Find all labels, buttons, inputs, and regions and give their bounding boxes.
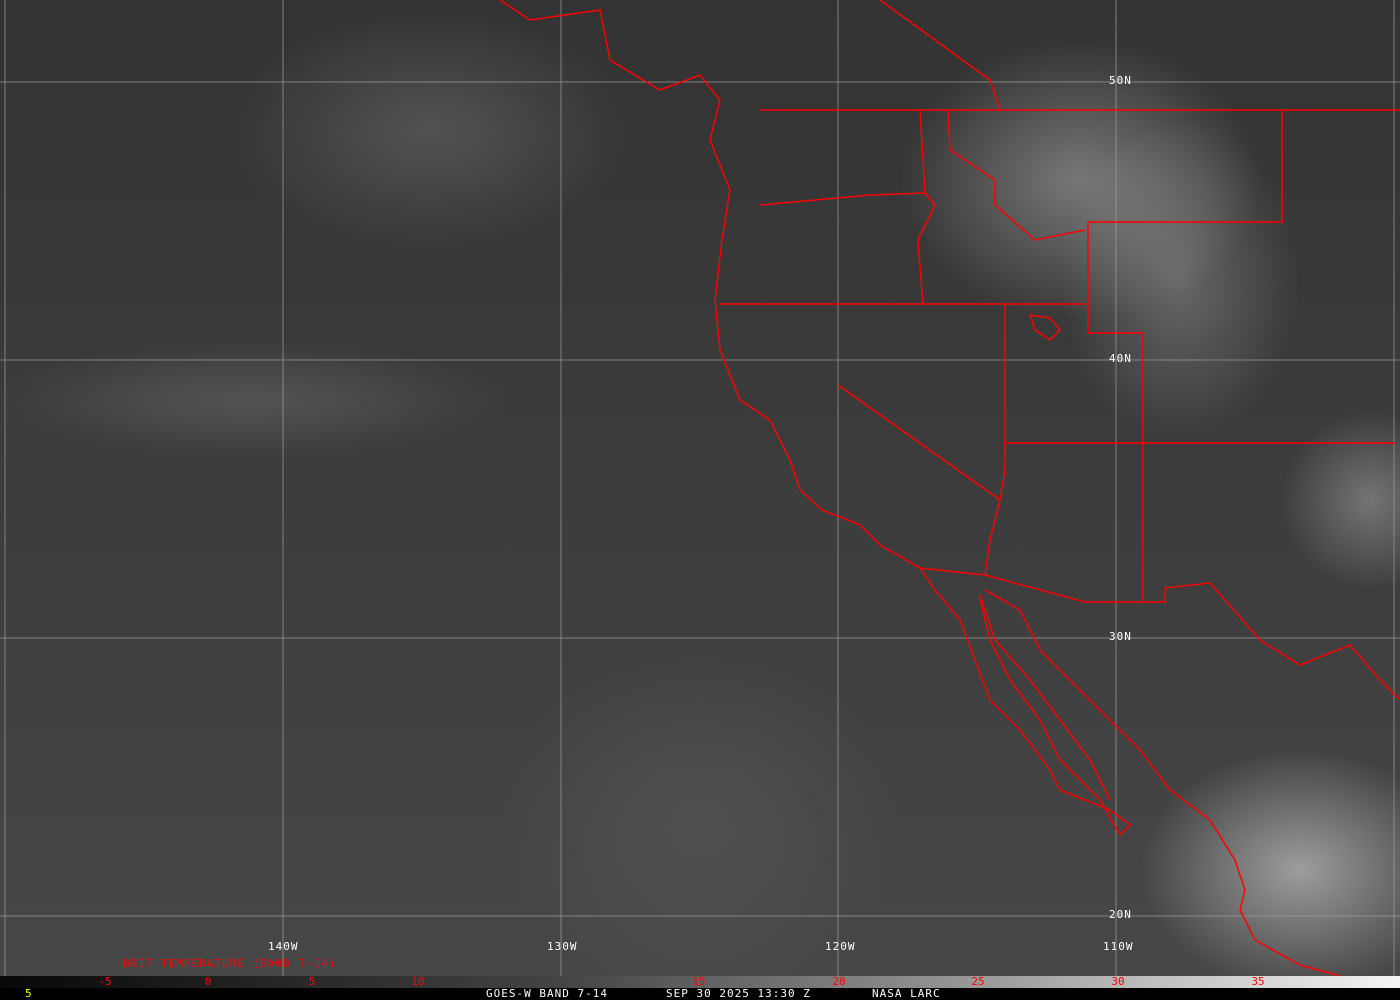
lat-label-20n: 20N [1109,908,1132,921]
scale-tick: 0 [204,975,212,988]
lon-label-120w: 120W [825,940,856,953]
scale-tick: 35 [1251,975,1265,988]
scale-tick: 25 [971,975,985,988]
data-source: NASA LARC [872,987,941,1000]
political-borders [499,0,1400,976]
baja-gulf-coast [979,594,1111,801]
scale-tick: 10 [411,975,425,988]
mainland-mexico-coast [984,589,1341,976]
lat-label-50n: 50N [1109,74,1132,87]
scale-tick: -5 [98,975,112,988]
satellite-band: GOES-W BAND 7-14 [486,987,608,1000]
scale-tick: 5 [308,975,316,988]
pacific-coastline [499,0,1132,837]
scale-tick: 30 [1111,975,1125,988]
scale-tick: 20 [832,975,846,988]
wa-or-border [759,192,936,206]
wyoming-border [1088,110,1283,223]
lon-label-110w: 110W [1103,940,1134,953]
nv-east [999,304,1006,501]
lat-label-40n: 40N [1109,352,1132,365]
legend-title: BRIT TEMPERATURE (BAND 7-14) [123,957,337,970]
satellite-imagery [0,0,1400,976]
graticule [0,0,1400,976]
lat-label-30n: 30N [1109,630,1132,643]
scale-tick: 15 [692,975,706,988]
idaho-border [917,109,936,305]
ca-nv-border [837,384,1001,576]
us-mexico-border [919,567,1400,701]
great-salt-lake [1028,314,1062,341]
map-overlay [0,0,1400,976]
lon-label-130w: 130W [547,940,578,953]
montana-idaho [947,109,1086,241]
canada-provinces [879,0,1001,111]
frame-number: 5 [25,987,33,1000]
lon-label-140w: 140W [268,940,299,953]
footer-bar [0,988,1400,1000]
utah-border [1087,222,1144,602]
image-datetime: SEP 30 2025 13:30 Z [666,987,811,1000]
temperature-color-scale [0,976,1400,988]
